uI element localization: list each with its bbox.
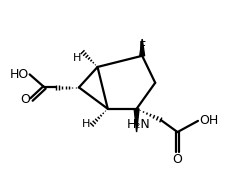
Text: O: O [20, 93, 30, 106]
Polygon shape [140, 39, 145, 56]
Text: OH: OH [199, 114, 219, 127]
Text: H: H [82, 119, 90, 129]
Polygon shape [134, 109, 139, 132]
Text: H₂N: H₂N [126, 118, 150, 131]
Text: F: F [139, 40, 146, 53]
Text: HO: HO [9, 68, 29, 81]
Text: H: H [73, 53, 82, 63]
Text: O: O [173, 153, 182, 166]
